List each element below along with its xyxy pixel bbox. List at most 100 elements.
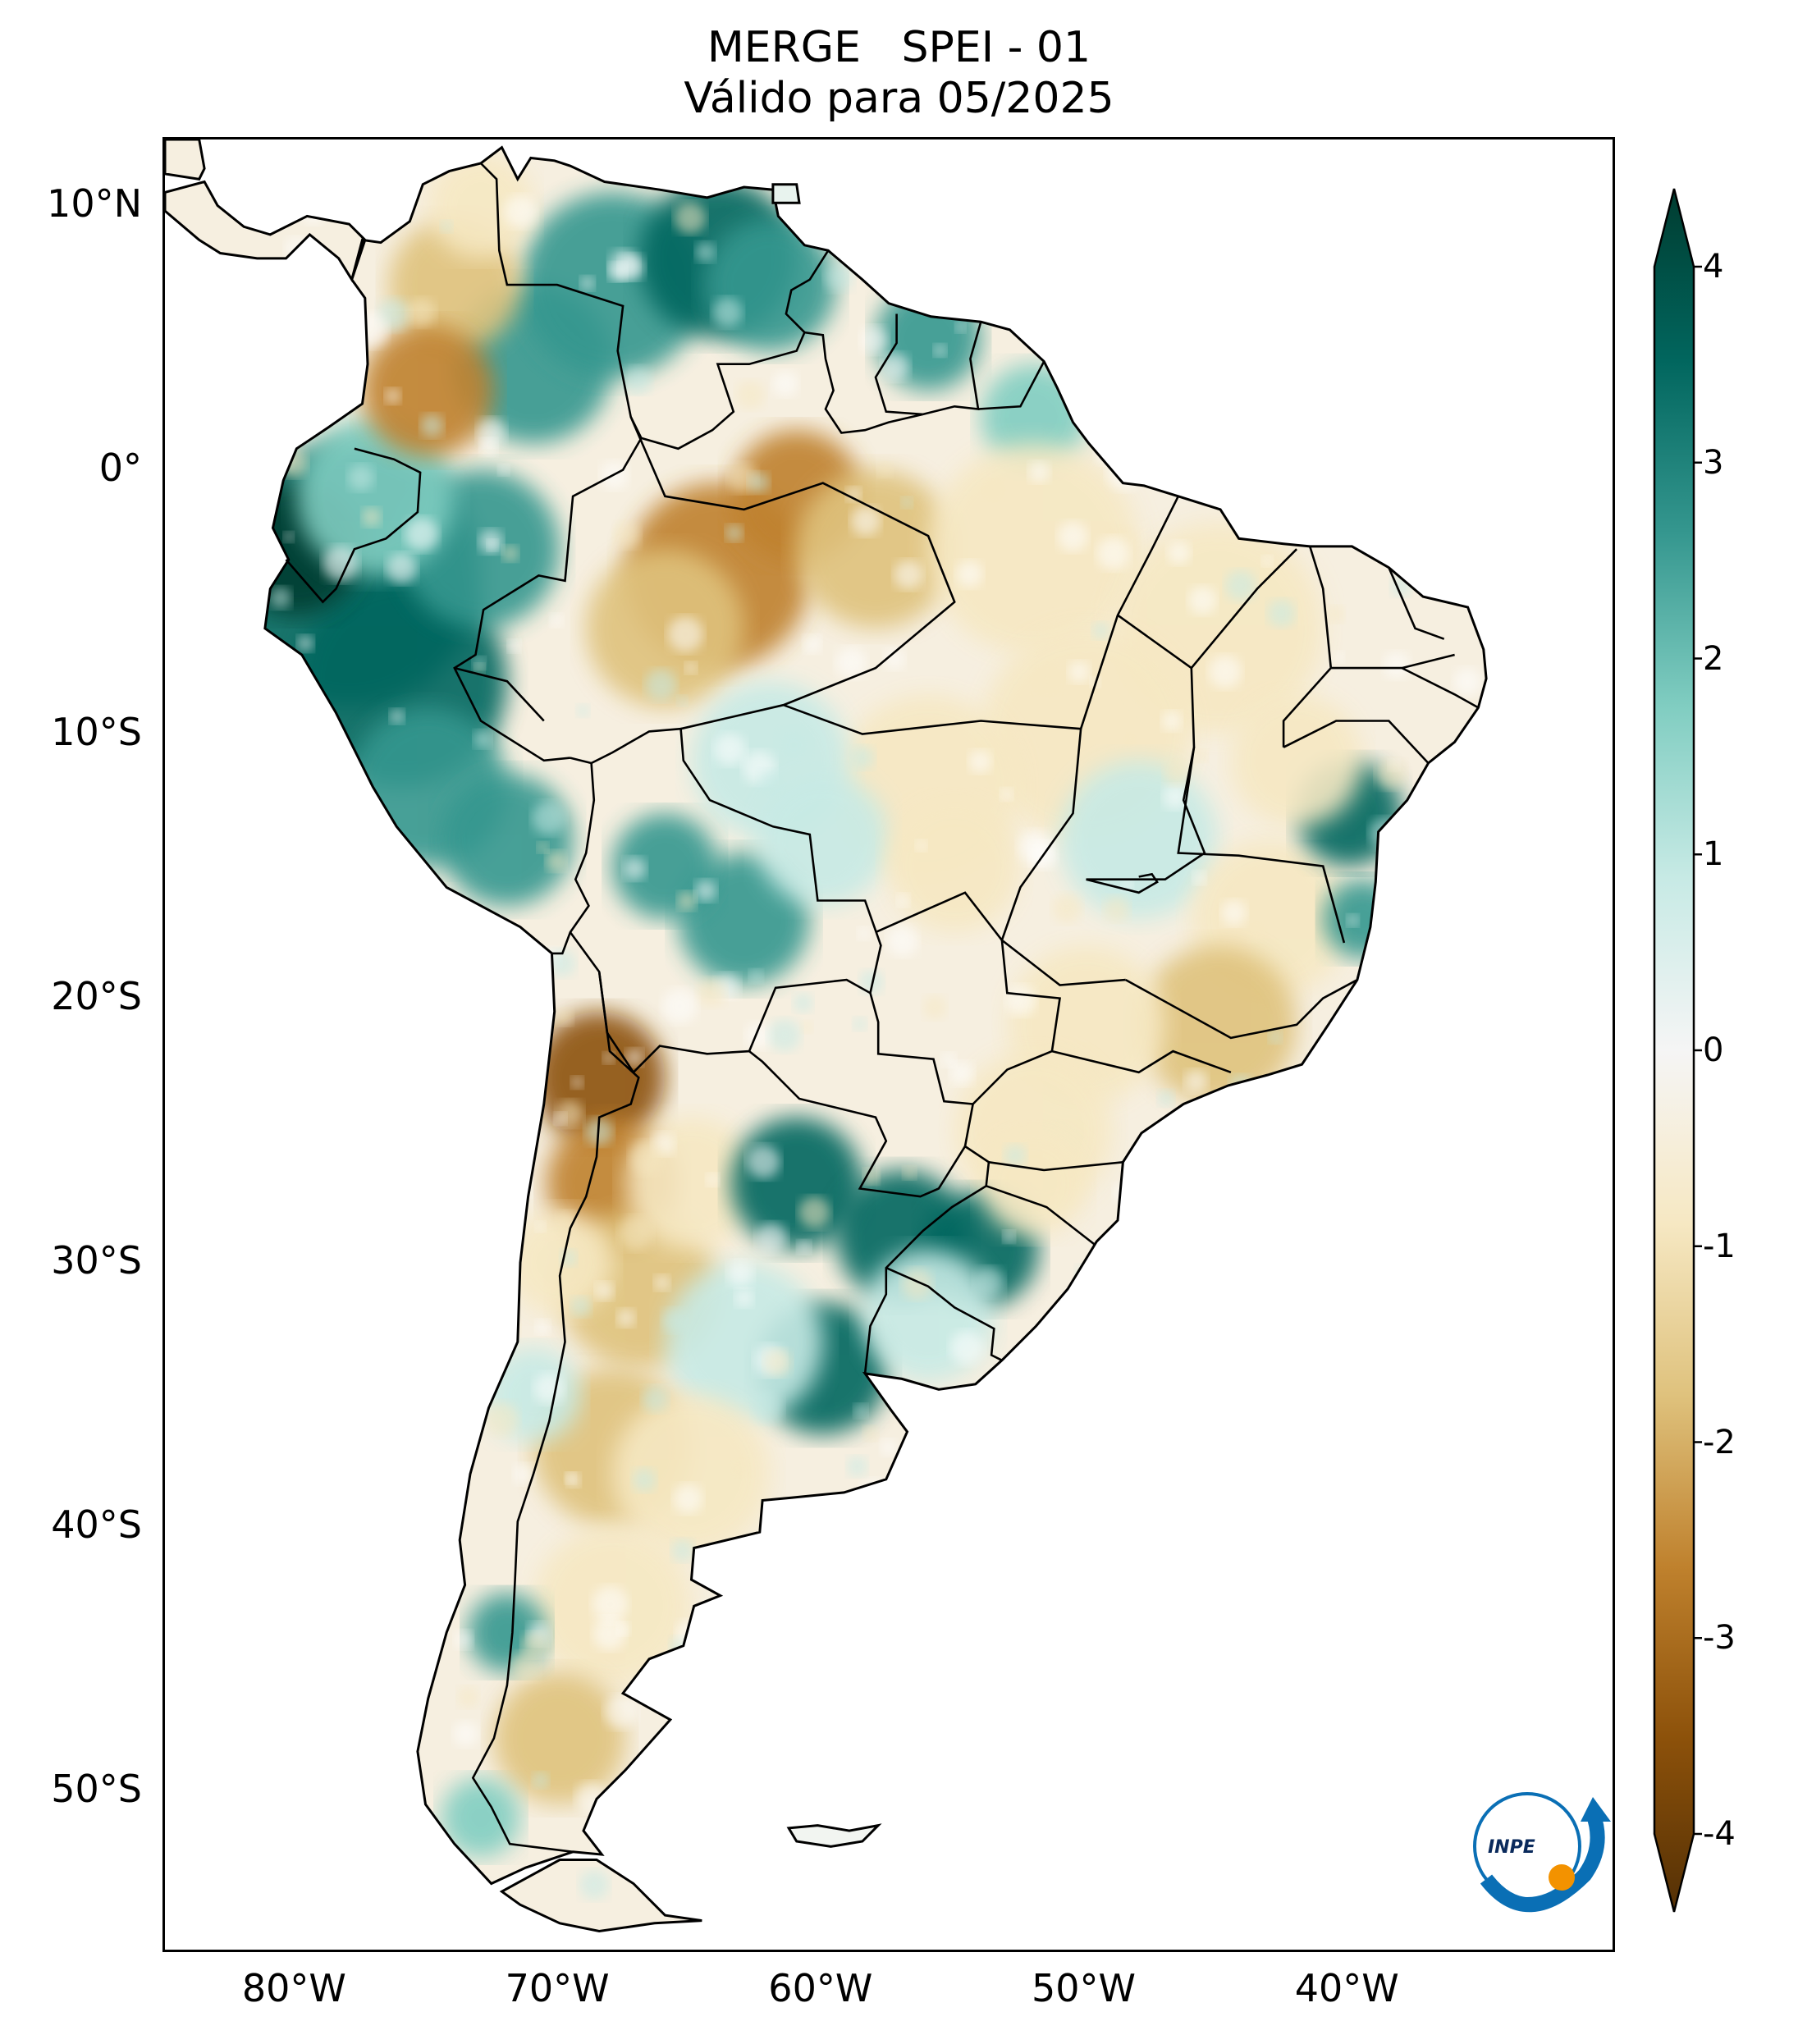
spei-speck bbox=[430, 1872, 457, 1898]
spei-speck bbox=[1184, 1069, 1208, 1093]
spei-speck bbox=[847, 1456, 867, 1477]
spei-speck bbox=[629, 1141, 664, 1175]
spei-speck bbox=[579, 1869, 610, 1900]
spei-speck bbox=[654, 1274, 670, 1291]
spei-speck bbox=[1225, 569, 1256, 601]
spei-speck bbox=[297, 635, 314, 652]
spei-speck bbox=[484, 1402, 519, 1437]
spei-speck bbox=[673, 1484, 703, 1514]
latitude-tick-label: 40°S bbox=[51, 1502, 142, 1547]
spei-speck bbox=[1095, 438, 1121, 464]
longitude-tick-label: 50°W bbox=[1032, 1966, 1137, 2010]
spei-speck bbox=[732, 1877, 748, 1892]
spei-speck bbox=[1068, 661, 1091, 683]
spei-speck bbox=[1161, 1435, 1177, 1451]
spei-speck bbox=[727, 1260, 754, 1287]
svg-text:INPE: INPE bbox=[1488, 1837, 1535, 1858]
spei-speck bbox=[1028, 461, 1050, 483]
spei-speck bbox=[1437, 373, 1465, 400]
spei-speck bbox=[945, 1851, 967, 1873]
spei-speck bbox=[608, 263, 627, 281]
border-line bbox=[629, 416, 956, 730]
spei-speck bbox=[942, 237, 955, 250]
spei-speck bbox=[616, 1309, 635, 1328]
spei-speck bbox=[473, 656, 486, 670]
spei-speck bbox=[595, 1282, 614, 1301]
spei-speck bbox=[764, 1348, 792, 1376]
spei-speck bbox=[456, 1882, 483, 1909]
spei-speck bbox=[1284, 354, 1315, 386]
spei-speck bbox=[775, 727, 812, 763]
spei-speck bbox=[1202, 1665, 1238, 1699]
spei-speck bbox=[454, 1630, 474, 1649]
spei-speck bbox=[1138, 1406, 1174, 1441]
border-line bbox=[748, 1050, 967, 1198]
spei-patch bbox=[1230, 694, 1363, 827]
spei-speck bbox=[1068, 312, 1081, 325]
spei-speck bbox=[915, 839, 927, 852]
spei-patch bbox=[757, 773, 889, 906]
spei-speck bbox=[500, 1194, 526, 1220]
spei-speck bbox=[1057, 521, 1088, 552]
spei-patch bbox=[796, 469, 955, 629]
spei-speck bbox=[1271, 215, 1287, 231]
spei-speck bbox=[423, 1501, 446, 1524]
spei-speck bbox=[1189, 1175, 1221, 1207]
spei-speck bbox=[955, 322, 966, 333]
spei-speck bbox=[977, 183, 999, 204]
spei-speck bbox=[533, 1373, 565, 1404]
spei-speck bbox=[1005, 985, 1036, 1016]
spei-speck bbox=[887, 925, 918, 957]
spei-speck bbox=[1172, 1291, 1199, 1319]
spei-patch bbox=[441, 1777, 520, 1858]
spei-speck bbox=[1422, 507, 1457, 542]
spei-speck bbox=[1104, 896, 1130, 922]
spei-speck bbox=[285, 1616, 314, 1646]
spei-patch bbox=[586, 549, 744, 708]
spei-speck bbox=[263, 1718, 291, 1746]
spei-speck bbox=[725, 524, 743, 542]
spei-speck bbox=[752, 1675, 781, 1704]
spei-speck bbox=[768, 1841, 801, 1873]
spei-speck bbox=[433, 1523, 457, 1547]
border-line bbox=[1051, 1049, 1232, 1074]
spei-speck bbox=[469, 1065, 499, 1095]
spei-speck bbox=[1196, 1283, 1216, 1302]
border-line bbox=[1177, 747, 1346, 944]
spei-speck bbox=[695, 880, 717, 902]
spei-speck bbox=[680, 1690, 702, 1712]
spei-speck bbox=[394, 1618, 408, 1632]
spei-speck bbox=[878, 463, 893, 478]
spei-speck bbox=[1131, 324, 1156, 349]
spei-speck bbox=[1449, 1058, 1485, 1094]
spei-speck bbox=[977, 1882, 994, 1900]
spei-speck bbox=[1405, 348, 1432, 374]
country-state-borders bbox=[285, 162, 1480, 1854]
spei-speck bbox=[362, 507, 382, 527]
trinidad-island bbox=[771, 183, 801, 204]
spei-speck bbox=[1167, 541, 1191, 565]
spei-speck bbox=[294, 1032, 317, 1054]
spei-speck bbox=[922, 995, 947, 1020]
spei-speck bbox=[1207, 1145, 1237, 1175]
spei-speck bbox=[1091, 622, 1109, 639]
spei-patch bbox=[1138, 945, 1297, 1104]
spei-speck bbox=[1343, 200, 1366, 223]
border-line bbox=[874, 313, 923, 416]
spei-speck bbox=[580, 276, 595, 290]
spei-patch bbox=[362, 324, 494, 457]
spei-speck bbox=[1377, 1601, 1393, 1616]
spei-speck bbox=[735, 380, 766, 409]
spei-speck bbox=[300, 1071, 323, 1094]
spei-speck bbox=[491, 1031, 507, 1048]
spei-speck bbox=[1416, 1561, 1438, 1583]
spei-speck bbox=[853, 1404, 868, 1418]
spei-speck bbox=[604, 1695, 638, 1729]
border-line bbox=[1125, 978, 1358, 1040]
spei-speck bbox=[478, 529, 503, 554]
border-line bbox=[1086, 872, 1159, 894]
border-line bbox=[1388, 567, 1445, 640]
spei-speck bbox=[1267, 599, 1296, 628]
spei-speck bbox=[457, 1686, 479, 1708]
spei-speck bbox=[800, 1021, 813, 1033]
